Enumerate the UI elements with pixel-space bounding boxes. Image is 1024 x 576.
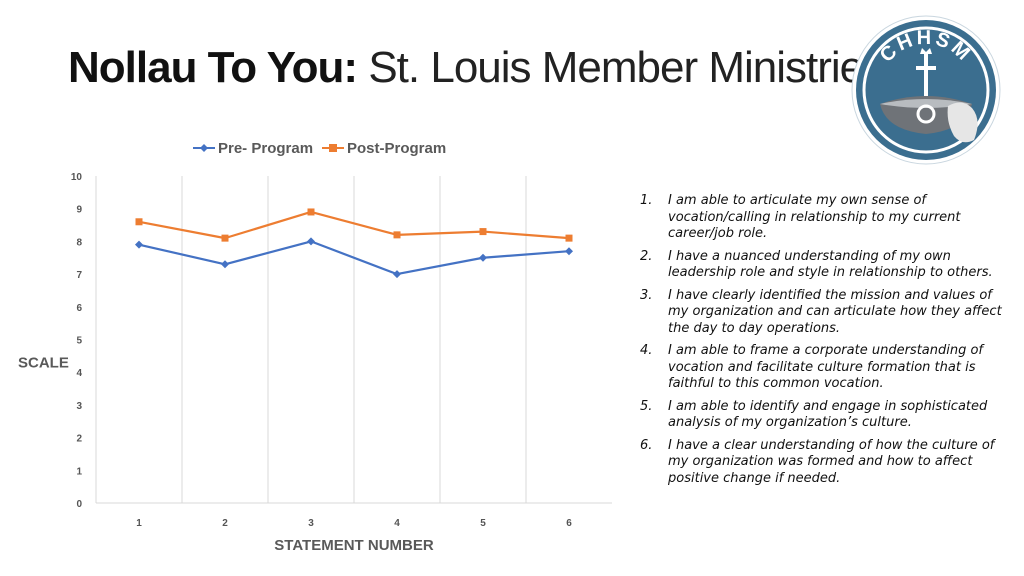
y-tick-label: 4 [76, 368, 82, 379]
statement-text: I am able to frame a corporate understan… [668, 343, 984, 391]
x-tick-label: 2 [222, 518, 228, 529]
data-point [135, 240, 143, 249]
legend-marker [200, 144, 208, 152]
statement-text: I am able to identify and engage in soph… [668, 398, 988, 431]
page-title: Nollau To You: St. Louis Member Ministri… [68, 38, 885, 98]
series-line [138, 210, 570, 240]
statement-item: 3. I have clearly identified the mission … [640, 288, 1010, 338]
data-point [393, 270, 401, 279]
data-point [307, 208, 315, 216]
data-point [479, 253, 487, 262]
statement-text: I am able to articulate my own sense of … [668, 193, 961, 241]
x-axis-title: STATEMENT NUMBER [274, 537, 434, 554]
data-point [565, 247, 573, 256]
legend-label: Post-Program [347, 140, 446, 157]
legend-label: Pre- Program [218, 140, 313, 157]
data-point [221, 260, 229, 269]
statement-item: 5. I am able to identify and engage in so… [640, 399, 1010, 432]
y-tick-label: 3 [76, 401, 82, 412]
data-point [135, 218, 143, 226]
x-tick-label: 6 [566, 518, 572, 529]
y-tick-label: 0 [76, 499, 82, 510]
y-tick-label: 8 [76, 237, 82, 248]
y-axis-title: SCALE [18, 354, 69, 371]
data-point [221, 234, 229, 242]
data-point [307, 237, 315, 246]
y-tick-label: 7 [76, 270, 82, 281]
x-tick-label: 4 [394, 518, 400, 529]
statement-text: I have a nuanced understanding of my own… [668, 248, 993, 281]
chalice-cross-seal-icon: CHHSM [851, 15, 1001, 165]
statement-item: 2. I have a nuanced understanding of my o… [640, 249, 1010, 282]
line-chart: 0 1 2 3 4 5 6 7 8 9 10 1 2 3 4 5 6 SCALE STATEMENT NUMBER P… [0, 130, 620, 570]
chhsm-logo: CHHSM [850, 14, 1002, 166]
statement-number: 1. [640, 193, 653, 208]
chart-svg: 0 1 2 3 4 5 6 7 8 9 10 1 2 3 4 5 6 SCALE STATEMENT NUMBER P… [18, 140, 612, 554]
statement-item: 4. I am able to frame a corporate underst… [640, 343, 1010, 393]
data-point [479, 228, 487, 236]
statement-text: I have clearly identified the mission an… [668, 287, 1002, 336]
statement-number: 6. [640, 437, 653, 453]
y-tick-label: 10 [71, 172, 83, 183]
data-point [565, 234, 573, 242]
x-tick-label: 5 [480, 518, 486, 529]
statement-text: I have a clear understanding of how the … [668, 437, 995, 486]
statement-item: 1. I am able to articulate my own sense o… [640, 193, 1010, 243]
statement-number: 3. [640, 287, 653, 303]
title-regular: St. Louis Member Ministries [368, 43, 885, 92]
statement-item: 6. I have a clear understanding of how th… [640, 438, 1010, 488]
y-tick-label: 9 [76, 205, 82, 216]
y-tick-label: 5 [76, 336, 82, 347]
data-point [393, 231, 401, 239]
title-bold: Nollau To You: [68, 43, 358, 92]
statement-number: 5. [640, 398, 653, 414]
legend-marker [329, 144, 337, 152]
y-tick-label: 1 [76, 466, 82, 477]
statement-number: 4. [640, 343, 653, 358]
y-tick-label: 6 [76, 303, 82, 314]
series-line [138, 240, 570, 276]
statement-number: 2. [640, 248, 653, 264]
statements-list: 1. I am able to articulate my own sense o… [640, 193, 1010, 493]
x-tick-label: 3 [308, 518, 314, 529]
x-tick-label: 1 [136, 518, 142, 529]
y-tick-label: 2 [76, 434, 82, 445]
